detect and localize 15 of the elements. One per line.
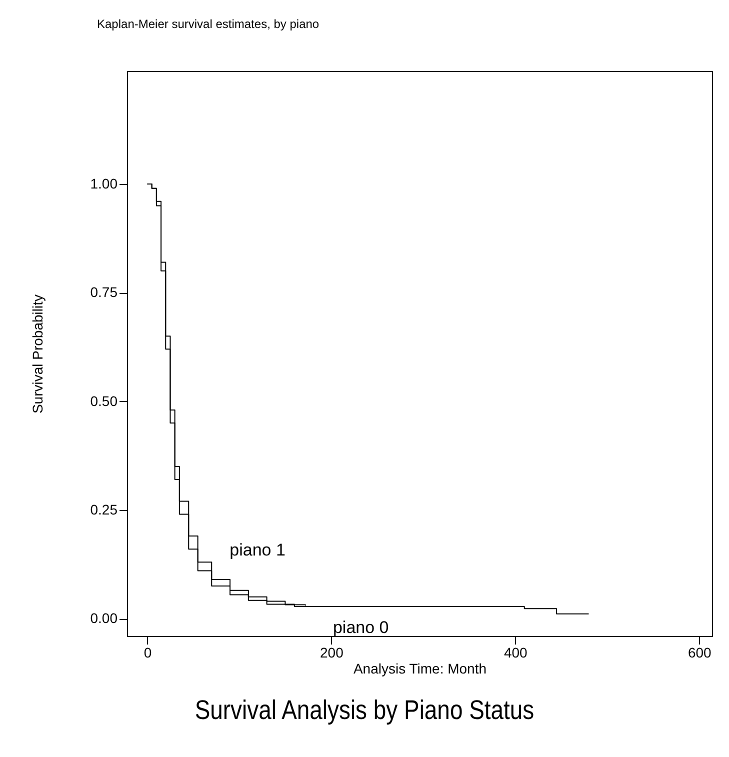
series-label: piano 0 [332, 618, 389, 637]
x-tick-label: 200 [320, 644, 344, 660]
x-axis-title: Analysis Time: Month [353, 660, 487, 676]
y-tick-label: 0.75 [90, 284, 118, 300]
x-tick-label: 0 [144, 644, 152, 660]
y-tick-label: 0.00 [90, 610, 118, 626]
series-label: piano 1 [230, 540, 286, 560]
y-tick-label: 1.00 [90, 176, 118, 192]
chart-title: Kaplan-Meier survival estimates, by piano [97, 17, 320, 31]
y-tick-label: 0.50 [90, 392, 118, 409]
text: Survival Analysis by Piano Status [194, 695, 536, 726]
x-tick-label: 400 [504, 644, 528, 660]
y-tick-label: 0.25 [90, 501, 118, 518]
y-axis-title: Survival Probability [29, 294, 46, 414]
x-tick-label: 600 [688, 644, 712, 660]
